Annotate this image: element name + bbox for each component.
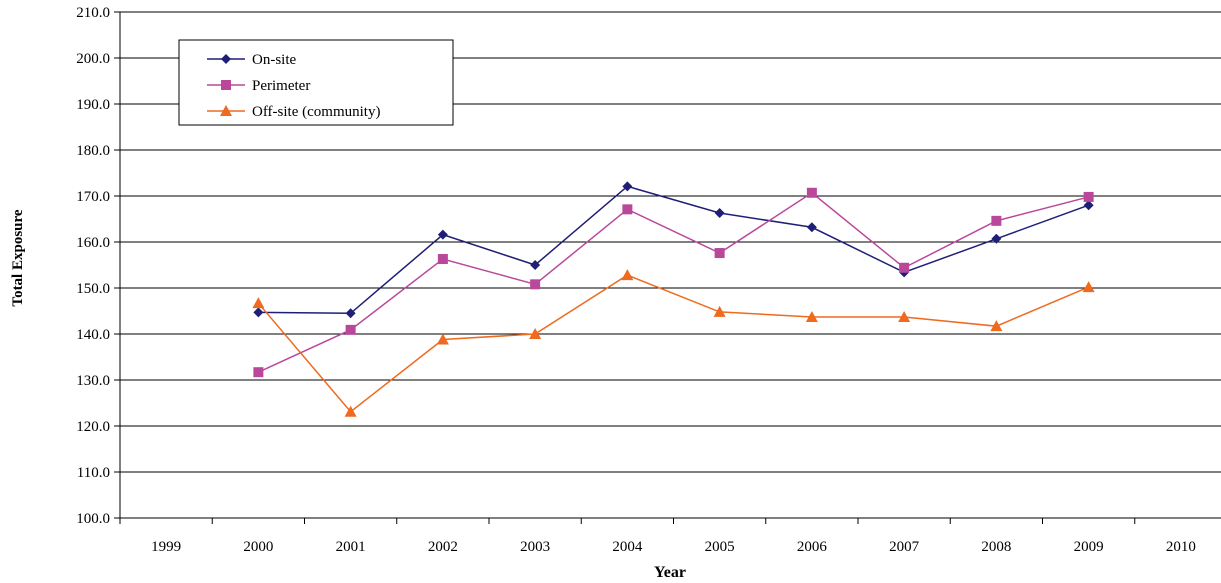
x-tick-label: 2001 bbox=[336, 539, 366, 555]
legend: On-site Perimeter Off-site (community) bbox=[178, 39, 454, 126]
data-point-diamond bbox=[253, 307, 264, 318]
series-line bbox=[258, 185, 1089, 315]
series-1 bbox=[253, 187, 1094, 378]
data-point-square bbox=[221, 80, 231, 90]
x-tick-label: 2006 bbox=[797, 539, 828, 555]
x-tick-label: 2007 bbox=[889, 539, 920, 555]
series-0 bbox=[253, 181, 1094, 319]
x-tick-label: 1999 bbox=[151, 539, 181, 555]
y-tick-label: 150.0 bbox=[76, 281, 110, 297]
legend-item: Perimeter bbox=[207, 78, 310, 94]
data-point-diamond bbox=[345, 308, 356, 319]
y-axis-ticks: 100.0 110.0 120.0 130.0 140.0 150.0 160.0 170.0… bbox=[76, 5, 120, 527]
y-tick-label: 170.0 bbox=[76, 189, 110, 205]
data-point-diamond bbox=[622, 181, 633, 192]
x-tick-label: 2010 bbox=[1166, 539, 1196, 555]
data-point-triangle bbox=[529, 328, 542, 339]
x-tick-label: 2009 bbox=[1074, 539, 1104, 555]
x-axis-title: Year bbox=[654, 564, 686, 581]
y-tick-label: 130.0 bbox=[76, 373, 110, 389]
data-point-triangle bbox=[344, 405, 357, 417]
x-tick-label: 2008 bbox=[981, 539, 1011, 555]
y-tick-label: 210.0 bbox=[76, 5, 110, 21]
data-point-diamond bbox=[1083, 200, 1094, 211]
x-axis-ticks: 1999 2000 2001 2002 2003 2004 2005 2006 2007 2008… bbox=[119, 518, 1196, 555]
data-point-square bbox=[1083, 191, 1094, 202]
data-point-square bbox=[530, 279, 541, 290]
legend-label: On-site bbox=[252, 52, 297, 68]
x-tick-label: 2002 bbox=[428, 539, 458, 555]
series-line bbox=[257, 274, 1089, 413]
series-2 bbox=[252, 269, 1095, 417]
data-point-diamond bbox=[991, 233, 1002, 244]
data-point-diamond bbox=[530, 260, 541, 270]
data-point-square bbox=[253, 367, 264, 378]
data-point-diamond bbox=[806, 222, 817, 233]
data-point-square bbox=[437, 254, 448, 265]
x-tick-label: 2000 bbox=[243, 539, 273, 555]
data-point-triangle bbox=[805, 310, 818, 322]
y-tick-label: 200.0 bbox=[76, 51, 110, 67]
y-axis-title: Total Exposure bbox=[10, 209, 26, 306]
data-point-triangle bbox=[436, 333, 449, 345]
data-point-triangle bbox=[621, 269, 634, 281]
legend-item: Off-site (community) bbox=[207, 104, 380, 120]
legend-label: Off-site (community) bbox=[252, 104, 380, 120]
legend-label: Perimeter bbox=[252, 78, 310, 94]
data-point-triangle bbox=[713, 305, 726, 317]
series-layer bbox=[252, 181, 1095, 417]
data-point-square bbox=[899, 262, 910, 273]
data-point-triangle bbox=[1082, 281, 1095, 293]
data-point-diamond bbox=[714, 208, 725, 219]
y-tick-label: 120.0 bbox=[76, 419, 110, 435]
x-tick-label: 2004 bbox=[612, 539, 643, 555]
data-point-triangle bbox=[990, 320, 1003, 332]
legend-item: On-site bbox=[207, 52, 297, 68]
data-point-triangle bbox=[898, 310, 911, 322]
y-tick-label: 160.0 bbox=[76, 235, 110, 251]
data-point-diamond bbox=[437, 229, 448, 240]
data-point-triangle bbox=[252, 297, 265, 309]
data-point-square bbox=[714, 248, 725, 259]
x-tick-label: 2005 bbox=[705, 539, 735, 555]
y-tick-label: 110.0 bbox=[77, 465, 110, 481]
data-point-square bbox=[806, 187, 817, 198]
data-point-square bbox=[991, 215, 1002, 226]
data-point-triangle bbox=[220, 105, 232, 116]
y-tick-label: 180.0 bbox=[76, 143, 110, 159]
y-tick-label: 140.0 bbox=[76, 327, 110, 343]
y-tick-label: 190.0 bbox=[76, 97, 110, 113]
series-line bbox=[258, 191, 1089, 373]
x-tick-label: 2003 bbox=[520, 539, 550, 555]
y-tick-label: 100.0 bbox=[76, 511, 110, 527]
data-point-diamond bbox=[221, 54, 231, 64]
data-point-square bbox=[622, 204, 633, 215]
gridlines bbox=[120, 11, 1221, 473]
data-point-square bbox=[345, 324, 356, 335]
